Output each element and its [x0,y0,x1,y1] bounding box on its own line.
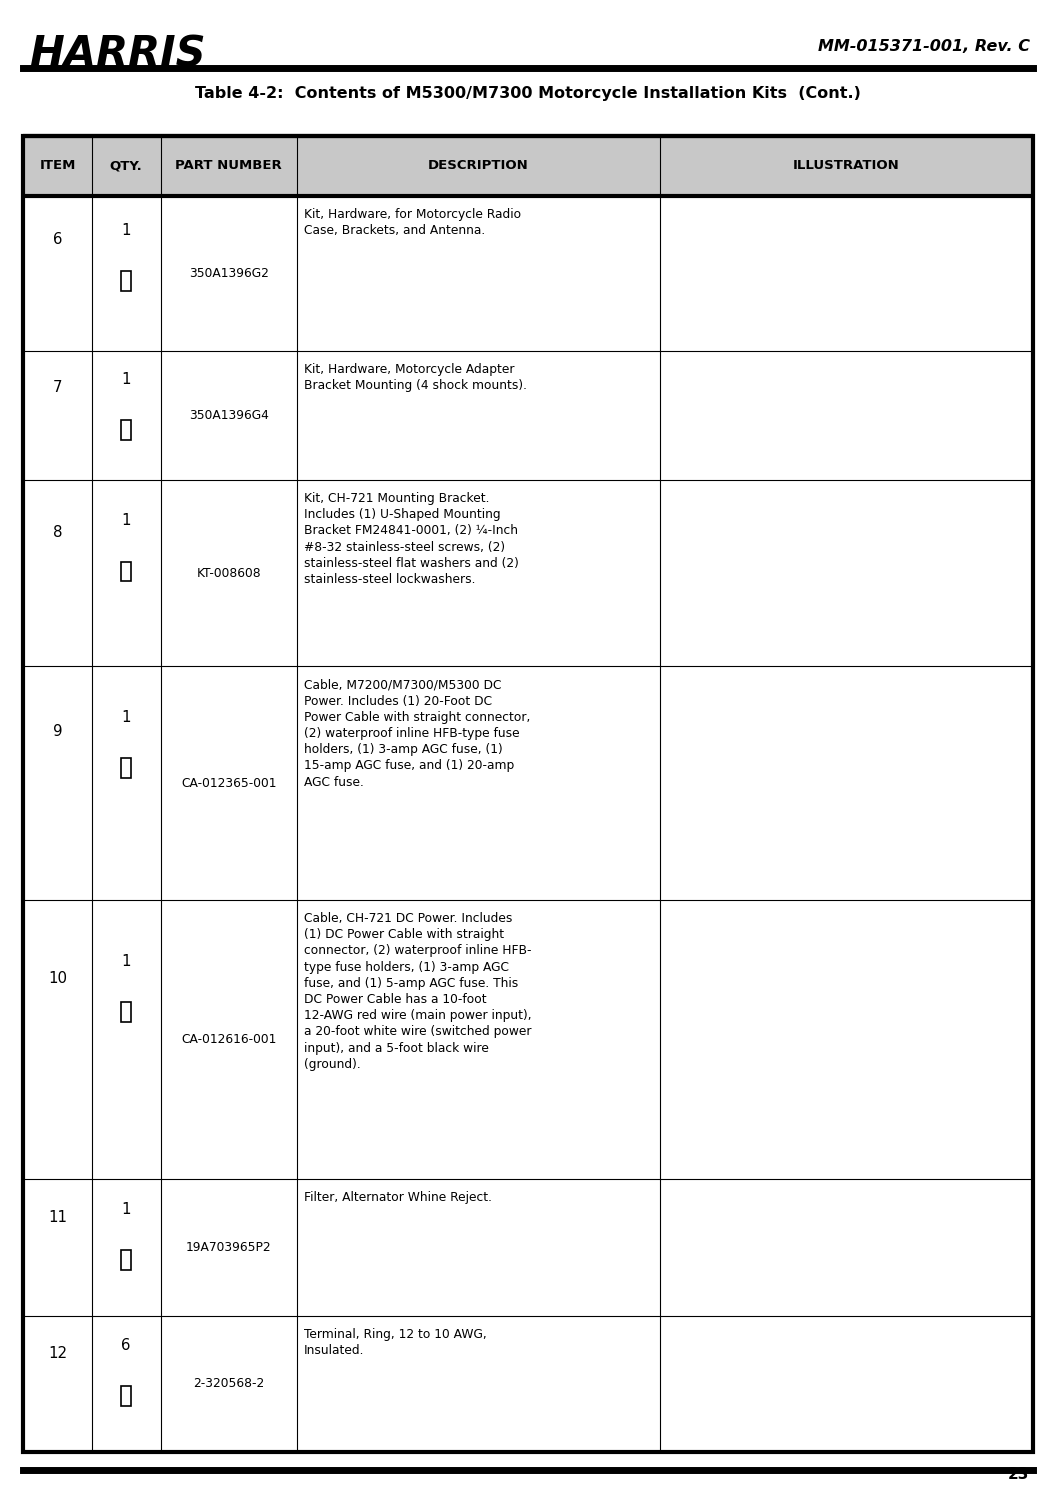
Text: CA-012365-001: CA-012365-001 [181,777,277,789]
Text: ILLUSTRATION: ILLUSTRATION [793,160,900,172]
Text: KT-008608: KT-008608 [196,566,261,579]
Text: 1: 1 [121,513,131,528]
Text: Kit, Hardware, for Motorcycle Radio
Case, Brackets, and Antenna.: Kit, Hardware, for Motorcycle Radio Case… [304,208,522,237]
Text: 7: 7 [53,380,62,394]
Text: 11: 11 [49,1210,68,1225]
Text: 1: 1 [121,954,131,969]
Bar [23,136,1033,1452]
Text: DESCRIPTION: DESCRIPTION [428,160,529,172]
Bar [668,911,1024,1168]
Text: 10: 10 [49,970,68,985]
Text: ITEM: ITEM [39,160,76,172]
Bar [121,420,131,439]
Text: 8: 8 [53,525,62,540]
Bar [121,1249,131,1269]
Text: HARRIS: HARRIS [30,33,206,75]
Text: PART NUMBER: PART NUMBER [175,160,282,172]
Bar [23,136,1033,196]
Text: Cable, M7200/M7300/M5300 DC
Power. Includes (1) 20-Foot DC
Power Cable with stra: Cable, M7200/M7300/M5300 DC Power. Inclu… [304,679,530,789]
Text: Filter, Alternator Whine Reject.: Filter, Alternator Whine Reject. [304,1192,492,1204]
Text: 350A1396G4: 350A1396G4 [189,409,268,423]
Text: 23: 23 [1008,1467,1030,1482]
Text: Table 4-2:  Contents of M5300/M7300 Motorcycle Installation Kits  (Cont.): Table 4-2: Contents of M5300/M7300 Motor… [195,86,861,101]
Bar [668,679,1024,887]
Bar [121,272,131,291]
Text: Cable, CH-721 DC Power. Includes
(1) DC Power Cable with straight
connector, (2): Cable, CH-721 DC Power. Includes (1) DC … [304,911,532,1071]
Text: 1: 1 [121,1201,131,1216]
Text: 6: 6 [53,232,62,247]
Bar [668,1328,1024,1440]
Bar [121,1002,131,1022]
Text: Kit, CH-721 Mounting Bracket.
Includes (1) U-Shaped Mounting
Bracket FM24841-000: Kit, CH-721 Mounting Bracket. Includes (… [304,492,520,585]
Text: 9: 9 [53,724,62,739]
Bar [668,208,1024,340]
Bar [121,759,131,779]
Text: 19A703965P2: 19A703965P2 [186,1240,271,1254]
Text: 1: 1 [121,223,131,238]
Bar [668,492,1024,655]
Text: 1: 1 [121,711,131,726]
Text: 6: 6 [121,1338,131,1354]
Text: 2-320568-2: 2-320568-2 [193,1378,264,1390]
Text: 12: 12 [48,1346,68,1361]
Text: 1: 1 [121,371,131,386]
Bar [121,561,131,581]
Text: 350A1396G2: 350A1396G2 [189,267,268,281]
Bar [121,1387,131,1406]
Text: QTY.: QTY. [110,160,143,172]
Text: Terminal, Ring, 12 to 10 AWG,
Insulated.: Terminal, Ring, 12 to 10 AWG, Insulated. [304,1328,487,1357]
Bar [668,364,1024,468]
Text: Kit, Hardware, Motorcycle Adapter
Bracket Mounting (4 shock mounts).: Kit, Hardware, Motorcycle Adapter Bracke… [304,364,527,392]
Text: MM-015371-001, Rev. C: MM-015371-001, Rev. C [817,39,1030,54]
Text: CA-012616-001: CA-012616-001 [181,1034,277,1046]
Bar [668,1192,1024,1304]
